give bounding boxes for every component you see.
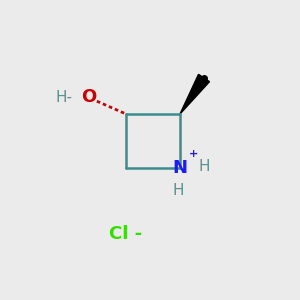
- Text: N: N: [172, 159, 188, 177]
- Text: H-: H-: [55, 90, 72, 105]
- Text: Cl -: Cl -: [110, 225, 142, 243]
- Text: +: +: [189, 148, 198, 159]
- Text: O: O: [81, 88, 96, 106]
- Polygon shape: [180, 74, 209, 114]
- Text: H: H: [199, 159, 210, 174]
- Text: H: H: [173, 183, 184, 198]
